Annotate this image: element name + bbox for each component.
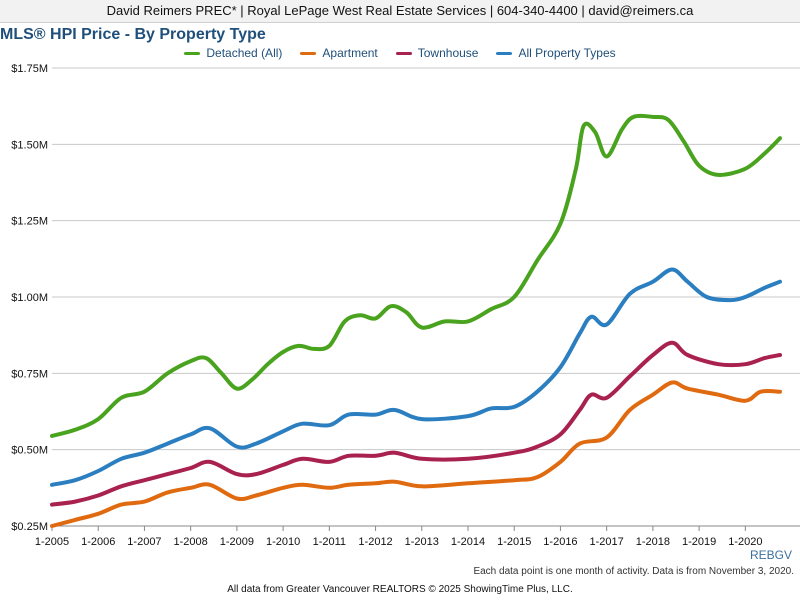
- chart-legend: Detached (All) Apartment Townhouse All Prop…: [0, 46, 800, 60]
- x-tick-label: 1-2009: [220, 536, 254, 548]
- x-tick-label: 1-2014: [451, 536, 485, 548]
- legend-label: Detached (All): [206, 46, 283, 60]
- x-tick-label: 1-2005: [35, 536, 69, 548]
- y-tick-label: $1.00M: [11, 292, 48, 304]
- y-tick-label: $0.75M: [11, 368, 48, 380]
- legend-swatch: [395, 51, 412, 55]
- x-tick-label: 1-2007: [127, 536, 161, 548]
- x-tick-label: 1-2008: [174, 536, 208, 548]
- x-tick-label: 1-2018: [636, 536, 670, 548]
- legend-item: All Property Types: [496, 46, 616, 60]
- source-tag: REBGV: [749, 548, 792, 562]
- line-chart: $0.25M $0.50M $0.75M $1.00M $1.25M $1.50M $1.7…: [11, 63, 800, 548]
- x-tick-label: 1-2016: [543, 536, 577, 548]
- legend-item: Townhouse: [395, 46, 479, 60]
- y-tick-label: $1.25M: [11, 216, 48, 228]
- series-line-townhouse: [50, 340, 782, 507]
- y-tick-label: $1.50M: [11, 139, 48, 151]
- y-tick-label: $0.25M: [11, 521, 48, 533]
- y-tick-label: $0.50M: [11, 445, 48, 457]
- x-tick-label: 1-2017: [590, 536, 624, 548]
- legend-label: Apartment: [322, 46, 378, 60]
- chart-title: MLS® HPI Price - By Property Type: [0, 26, 266, 43]
- x-tick-label: 1-2006: [81, 536, 115, 548]
- legend-item: Detached (All): [184, 46, 282, 60]
- legend-item: Apartment: [300, 46, 378, 60]
- legend-swatch: [496, 51, 513, 55]
- series-line-all-property-types: [50, 267, 782, 487]
- x-tick-label: 1-2010: [266, 536, 300, 548]
- series-line-apartment: [50, 380, 782, 528]
- header-contact-text: David Reimers PREC* | Royal LePage West …: [106, 3, 694, 18]
- legend-swatch: [184, 51, 201, 55]
- y-tick-label: $1.75M: [11, 63, 48, 75]
- x-tick-label: 1-2020: [728, 536, 762, 548]
- x-tick-label: 1-2013: [405, 536, 439, 548]
- legend-swatch: [300, 51, 317, 55]
- x-tick-label: 1-2011: [313, 536, 346, 548]
- data-note: Each data point is one month of activity…: [473, 566, 794, 577]
- series-line-detached-all: [50, 113, 782, 438]
- x-tick-label: 1-2019: [682, 536, 716, 548]
- legend-label: Townhouse: [417, 46, 479, 60]
- x-tick-label: 1-2015: [497, 536, 531, 548]
- copyright-footer: All data from Greater Vancouver REALTORS…: [227, 584, 573, 595]
- legend-label: All Property Types: [518, 46, 616, 60]
- x-tick-label: 1-2012: [358, 536, 392, 548]
- header-contact-bar: David Reimers PREC* | Royal LePage West …: [0, 0, 800, 23]
